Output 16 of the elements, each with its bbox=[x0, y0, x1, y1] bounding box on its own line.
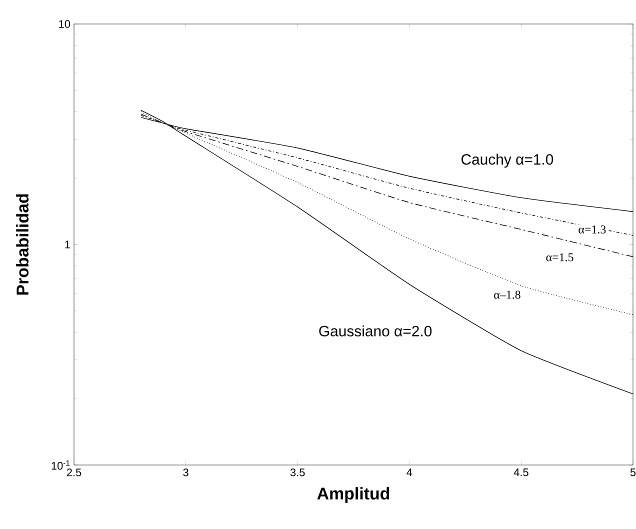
x-tick-label: 4.5 bbox=[514, 468, 528, 476]
series-label: α=1.5 bbox=[546, 253, 574, 262]
y-tick-label: 10 bbox=[59, 20, 70, 28]
x-tick-label: 4 bbox=[406, 468, 412, 476]
series-label: α=1.3 bbox=[578, 225, 606, 234]
x-axis-title: Amplitud bbox=[317, 487, 390, 503]
x-tick-label: 3 bbox=[183, 468, 188, 476]
y-axis-title: Probabilidad bbox=[16, 194, 29, 295]
series-label: Cauchy α=1.0 bbox=[462, 154, 554, 168]
x-tick-label: 3.5 bbox=[290, 468, 305, 476]
x-tick-label: 2.5 bbox=[66, 468, 82, 476]
x-tick-label: 5 bbox=[630, 468, 636, 476]
y-tick-label: 10$^{-1}$ bbox=[52, 460, 70, 470]
y-tick-label: 1 bbox=[65, 240, 70, 248]
series-label: Gaussiano α=2.0 bbox=[319, 325, 432, 336]
series-label: α–1.8 bbox=[494, 290, 520, 299]
